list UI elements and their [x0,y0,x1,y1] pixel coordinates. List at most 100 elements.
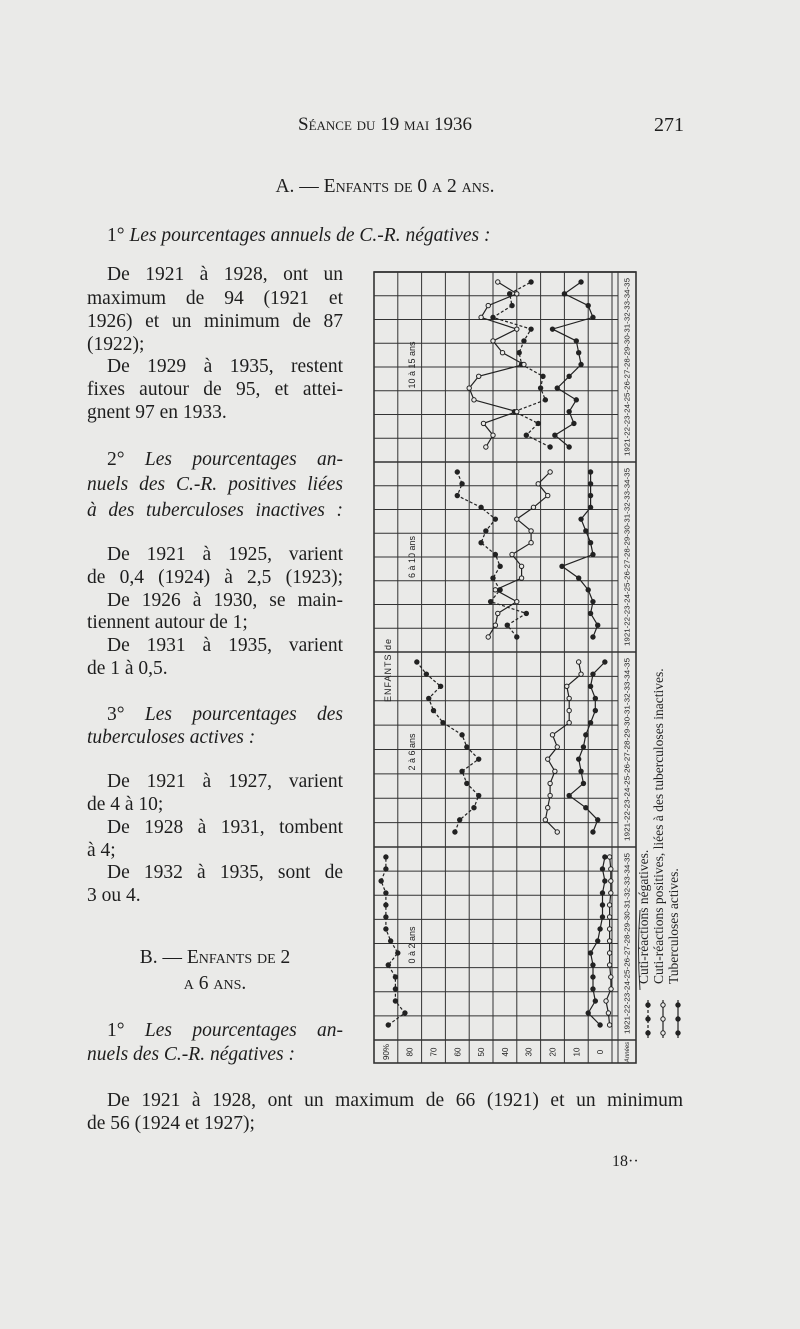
data-point-negatives [516,350,522,356]
data-point-positives [518,575,525,581]
data-point-positives [535,481,541,487]
data-point-actives [583,805,589,811]
data-point-actives [573,397,579,403]
data-point-actives [590,314,596,321]
data-point-positives [528,528,534,534]
data-point-actives [587,720,594,726]
data-point-negatives [514,634,520,640]
section-b-title-line-2: a 6 ans. [183,973,247,994]
heading-number: 3° [107,704,125,725]
data-point-negatives [487,598,494,605]
data-point-positives [608,986,614,992]
data-point-negatives [528,326,534,332]
panel-label: 2 à 6 ans [407,733,417,771]
data-point-actives [590,671,596,677]
series-line-positives [544,661,582,833]
data-point-positives [492,587,499,593]
data-point-actives [599,902,606,908]
data-point-actives [578,279,584,285]
data-point-actives [590,598,596,605]
data-point-actives [595,938,601,944]
data-point-actives [575,756,582,762]
data-point-negatives [395,950,401,956]
running-title: Séance du 19 mai 1936 [298,114,472,135]
legend-label: Cuti-réactions négatives. [636,850,651,984]
value-tick-label: 10 [572,1047,581,1056]
data-point-actives [590,634,596,640]
value-tick-label: 30 [525,1047,534,1056]
data-point-positives [606,950,613,956]
data-point-positives [608,890,614,896]
data-point-positives [509,551,515,558]
value-tick-label: 60 [453,1047,462,1056]
data-point-actives [595,622,601,628]
data-point-negatives [385,1022,391,1028]
data-point-positives [495,279,501,285]
data-point-negatives [402,1010,408,1016]
heading-line: à des tuberculoses inactives : [87,500,343,521]
data-point-positives [564,683,570,689]
heading-line: nuels des C.-R. négatives : [87,1044,295,1065]
data-point-negatives [490,314,496,321]
text-line: de 0,4 (1924) à 2,5 (1923); [87,567,343,588]
data-point-positives [545,805,551,811]
data-point-negatives [476,792,482,799]
data-point-actives [559,563,565,569]
data-point-negatives [385,962,391,968]
data-point-negatives [471,805,477,811]
data-point-negatives [547,444,553,450]
data-point-positives [471,397,477,403]
data-point-positives [606,926,613,932]
data-point-actives [583,528,589,534]
panel-label: 0 à 2 ans [407,926,417,964]
data-point-actives [580,744,587,750]
data-point-negatives [504,622,510,628]
data-point-actives [585,1010,591,1016]
data-point-positives [530,504,537,511]
data-point-negatives [426,695,432,702]
data-point-positives [492,622,499,628]
data-point-actives [578,516,584,522]
year-axis-label: Années [625,1042,631,1063]
legend-marker [645,1016,651,1022]
data-point-actives [575,575,582,581]
data-point-positives [528,540,534,546]
data-point-actives [599,866,606,872]
data-point-positives [566,720,572,726]
section-a-heading-2: 2° Les pourcentages an- [107,449,343,471]
section-a-heading-1: 1° Les pourcentages annuels de C.-R. nég… [107,225,490,247]
data-point-negatives [423,671,430,677]
data-point-negatives [459,481,465,487]
heading-text: Les pourcentages annuels de C.-R. négati… [129,225,491,246]
data-point-positives [518,563,525,569]
data-point-negatives [464,780,470,787]
data-point-actives [561,291,568,297]
data-point-positives [485,634,491,640]
text-line: De 1921 à 1928, ont un [107,264,343,285]
series-line-positives [468,281,526,448]
data-point-positives [514,516,520,522]
heading-number: 1° [107,225,125,246]
data-point-positives [499,350,506,356]
data-point-positives [603,998,609,1004]
data-point-positives [480,420,487,427]
text-line: gnent 97 en 1933. [87,402,227,423]
data-point-actives [602,854,608,860]
signature-mark: 18·· [612,1153,639,1170]
data-point-positives [606,938,613,944]
data-point-negatives [523,610,530,617]
text-line: fixes autour de 95, et attei- [87,379,343,400]
data-point-positives [608,974,614,980]
data-point-positives [605,1010,612,1016]
data-point-positives [606,962,613,968]
data-point-positives [495,610,501,617]
legend-label: Tuberculoses actives. [666,868,681,984]
data-point-negatives [459,768,465,774]
value-tick-label: 90% [382,1044,391,1060]
data-point-actives [590,829,596,835]
series-line-negatives [456,471,528,638]
panel-label: 6 à 10 ans [407,535,417,578]
data-point-negatives [437,683,444,689]
year-tick-labels: 1921-22-23-24-25-26-27-28-29-30-31-32-33… [625,658,632,841]
data-point-negatives [383,854,389,860]
